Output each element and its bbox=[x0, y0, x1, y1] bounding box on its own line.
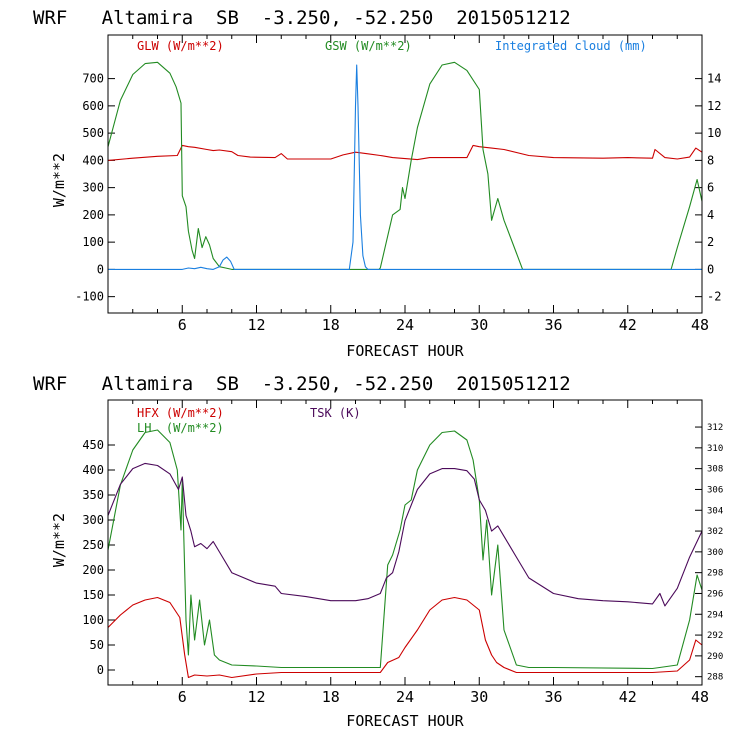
y2-tick-label: 308 bbox=[707, 465, 723, 475]
y2-tick-label: 300 bbox=[707, 548, 723, 558]
series-line-lh bbox=[107, 429, 703, 670]
y2-tick-label: 4 bbox=[707, 208, 714, 222]
bottom-legend-hfx: HFX (W/m**2) bbox=[137, 406, 224, 420]
series-line-tsk bbox=[107, 462, 703, 607]
y2-tick-label: 302 bbox=[707, 527, 723, 537]
top-panel: WRF Altamira SB -3.250, -52.250 20150512… bbox=[33, 7, 721, 360]
x-tick-label: 48 bbox=[691, 688, 709, 706]
bottom-plot-frame bbox=[107, 399, 703, 686]
top-axes: 6 12 18 24 30 36 42 48-100010020030040050060070… bbox=[75, 35, 721, 334]
x-tick-label: 24 bbox=[396, 316, 414, 334]
x-tick-label: 36 bbox=[544, 688, 562, 706]
top-y-axis-label: W/m**2 bbox=[50, 153, 68, 207]
y-tick-label: 400 bbox=[82, 153, 104, 167]
bottom-y-axis-label: W/m**2 bbox=[50, 513, 68, 567]
x-tick-label: 30 bbox=[470, 688, 488, 706]
y-tick-label: 100 bbox=[82, 235, 104, 249]
x-tick-label: 18 bbox=[322, 688, 340, 706]
x-tick-label: 12 bbox=[247, 316, 265, 334]
y-tick-label: 350 bbox=[82, 488, 104, 502]
y2-tick-label: 294 bbox=[707, 610, 723, 620]
y-tick-label: 500 bbox=[82, 126, 104, 140]
series-line-cloud bbox=[108, 64, 702, 270]
y-tick-label: 300 bbox=[82, 181, 104, 195]
top-legend-glw: GLW (W/m**2) bbox=[137, 39, 224, 53]
y-tick-label: -100 bbox=[75, 290, 104, 304]
y2-tick-label: 0 bbox=[707, 262, 714, 276]
top-title: WRF Altamira SB -3.250, -52.250 20150512… bbox=[33, 7, 571, 29]
y2-tick-label: 304 bbox=[707, 506, 723, 516]
series-line-glw bbox=[107, 144, 703, 161]
y-tick-label: 600 bbox=[82, 99, 104, 113]
y-tick-label: 450 bbox=[82, 438, 104, 452]
y2-tick-label: 306 bbox=[707, 485, 723, 495]
bottom-axes: 6 12 18 24 30 36 42 48 0 50 100 150 200 250 300 350 400 4… bbox=[82, 400, 723, 706]
bottom-x-axis-label: FORECAST HOUR bbox=[346, 712, 464, 730]
y2-tick-label: 14 bbox=[707, 72, 721, 86]
y2-tick-label: 310 bbox=[707, 444, 723, 454]
y2-tick-label: 288 bbox=[707, 673, 723, 683]
x-tick-label: 12 bbox=[247, 688, 265, 706]
x-tick-label: 30 bbox=[470, 316, 488, 334]
y-tick-label: 200 bbox=[82, 208, 104, 222]
bottom-legend-tsk: TSK (K) bbox=[310, 406, 361, 420]
y-tick-label: 150 bbox=[82, 588, 104, 602]
bottom-legend-lh: LH (W/m**2) bbox=[137, 421, 224, 435]
top-series-group bbox=[107, 61, 703, 270]
y-tick-label: 400 bbox=[82, 463, 104, 477]
y2-tick-label: 12 bbox=[707, 99, 721, 113]
y-tick-label: 700 bbox=[82, 72, 104, 86]
y2-tick-label: 298 bbox=[707, 569, 723, 579]
bottom-panel: WRF Altamira SB -3.250, -52.250 20150512… bbox=[33, 373, 723, 730]
series-line-hfx bbox=[107, 596, 703, 679]
y-tick-label: 200 bbox=[82, 563, 104, 577]
y2-tick-label: 6 bbox=[707, 181, 714, 195]
y2-tick-label: 290 bbox=[707, 652, 723, 662]
y2-tick-label: 8 bbox=[707, 153, 714, 167]
x-tick-label: 48 bbox=[691, 316, 709, 334]
y-tick-label: 50 bbox=[90, 638, 104, 652]
top-legend-cloud: Integrated cloud (mm) bbox=[495, 39, 647, 53]
y-tick-label: 0 bbox=[97, 663, 104, 677]
y2-tick-label: 312 bbox=[707, 423, 723, 433]
x-tick-label: 6 bbox=[178, 688, 187, 706]
y-tick-label: 0 bbox=[97, 262, 104, 276]
y-tick-label: 100 bbox=[82, 613, 104, 627]
series-line-gsw bbox=[107, 61, 703, 270]
y2-tick-label: 10 bbox=[707, 126, 721, 140]
y2-tick-label: 2 bbox=[707, 235, 714, 249]
y-tick-label: 250 bbox=[82, 538, 104, 552]
y-tick-label: 300 bbox=[82, 513, 104, 527]
x-tick-label: 36 bbox=[544, 316, 562, 334]
top-legend-gsw: GSW (W/m**2) bbox=[325, 39, 412, 53]
x-tick-label: 24 bbox=[396, 688, 414, 706]
y2-tick-label: -2 bbox=[707, 290, 721, 304]
y2-tick-label: 292 bbox=[707, 631, 723, 641]
bottom-title: WRF Altamira SB -3.250, -52.250 20150512… bbox=[33, 373, 571, 395]
bottom-series-group bbox=[107, 429, 703, 679]
top-x-axis-label: FORECAST HOUR bbox=[346, 342, 464, 360]
x-tick-label: 42 bbox=[619, 688, 637, 706]
top-plot-frame bbox=[107, 34, 703, 314]
x-tick-label: 42 bbox=[619, 316, 637, 334]
x-tick-label: 18 bbox=[322, 316, 340, 334]
x-tick-label: 6 bbox=[178, 316, 187, 334]
y2-tick-label: 296 bbox=[707, 589, 723, 599]
